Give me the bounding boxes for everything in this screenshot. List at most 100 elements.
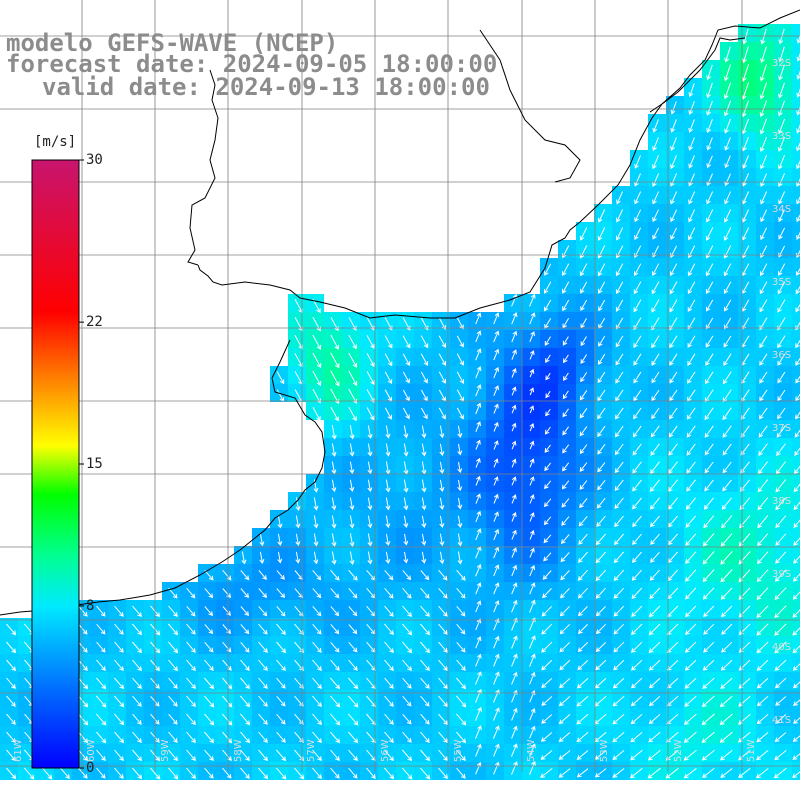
wind-arrow [511,476,517,486]
wind-arrow [796,34,800,44]
wind-arrow [633,263,642,277]
latitude-label: 32S [772,58,792,69]
wind-arrow [648,696,661,707]
wind-arrow [796,52,800,62]
wind-cell [792,348,800,366]
wind-arrow [438,695,448,708]
wind-cell [792,168,800,186]
wind-arrow [385,533,391,546]
wind-arrow [683,713,697,725]
wind-arrow [649,587,661,600]
wind-arrow [330,352,340,369]
wind-cell [792,222,800,240]
coastline [0,9,800,616]
wind-arrow [457,515,463,529]
longitude-label: 56W [379,739,391,762]
wind-arrow [168,695,178,707]
wind-arrow [688,191,696,205]
wind-arrow [78,623,88,635]
wind-arrow [384,731,394,743]
wind-arrow [630,677,643,689]
wind-arrow [295,497,301,511]
wind-arrow [632,515,642,528]
title-forecast-date: forecast date: 2024-09-05 18:00:00 [6,50,498,78]
colorbar-tick-label: 30 [86,152,103,168]
wind-arrow [596,497,606,509]
wind-arrow [475,439,481,450]
wind-arrow [669,299,678,313]
wind-arrow [132,749,142,762]
wind-arrow [634,191,642,205]
wind-arrow [543,498,552,508]
wind-arrow [6,623,17,636]
wind-arrow [667,515,678,528]
wind-arrow [793,555,800,564]
wind-arrow [132,713,142,725]
wind-arrow [114,623,124,635]
wind-arrow [330,406,339,422]
wind-arrow [687,335,696,348]
wind-arrow [630,659,643,671]
wind-arrow [96,641,106,653]
wind-cell [792,510,800,528]
wind-arrow [349,551,355,565]
wind-arrow [703,641,715,653]
wind-arrow [511,511,517,522]
longitude-label: 51W [746,739,757,762]
wind-arrow [221,695,233,708]
wind-arrow [402,731,412,743]
wind-arrow [276,713,286,725]
wind-arrow [348,352,358,368]
wind-arrow [421,479,427,493]
wind-arrow [562,444,570,454]
wind-arrow [541,641,553,653]
wind-arrow [402,407,410,420]
wind-arrow [775,515,787,529]
wind-arrow [683,749,697,761]
wind-arrow [204,731,215,744]
wind-arrow [578,515,588,527]
wind-arrow [792,609,800,618]
wind-arrow [456,677,467,690]
wind-arrow [615,227,624,241]
wind-arrow [774,677,787,689]
wind-arrow [475,365,482,379]
wind-arrow [349,443,355,457]
wind-arrow [721,497,732,510]
wind-arrow [614,443,624,456]
wind-arrow [132,767,143,780]
wind-arrow [597,371,606,384]
wind-arrow [756,659,769,671]
wind-arrow [204,606,214,617]
wind-arrow [349,461,355,475]
wind-arrow [6,677,16,689]
wind-arrow [277,551,283,564]
wind-arrow [651,263,660,277]
wind-arrow [724,191,732,205]
wind-cell [792,618,800,636]
wind-arrow [493,618,500,631]
wind-cell [792,42,800,60]
wind-arrow [648,677,661,689]
wind-arrow [558,696,571,707]
lat-lon-grid [0,0,800,772]
wind-arrow [96,605,106,617]
wind-arrow [349,533,355,547]
wind-arrow [511,582,518,595]
wind-arrow [331,515,337,529]
wind-arrow [475,725,482,739]
wind-arrow [615,299,624,312]
wind-cell [792,240,800,258]
wind-arrow [777,118,786,135]
wind-cell [792,204,800,222]
wind-arrow [595,569,607,582]
wind-arrow [457,551,463,565]
wind-arrow [704,479,714,492]
wind-arrow [720,768,733,778]
wind-arrow [597,227,606,241]
wind-arrow [456,353,464,366]
wind-arrow [724,118,731,134]
wind-arrow [756,569,769,583]
wind-arrow [612,695,625,707]
wind-arrow [773,767,787,779]
